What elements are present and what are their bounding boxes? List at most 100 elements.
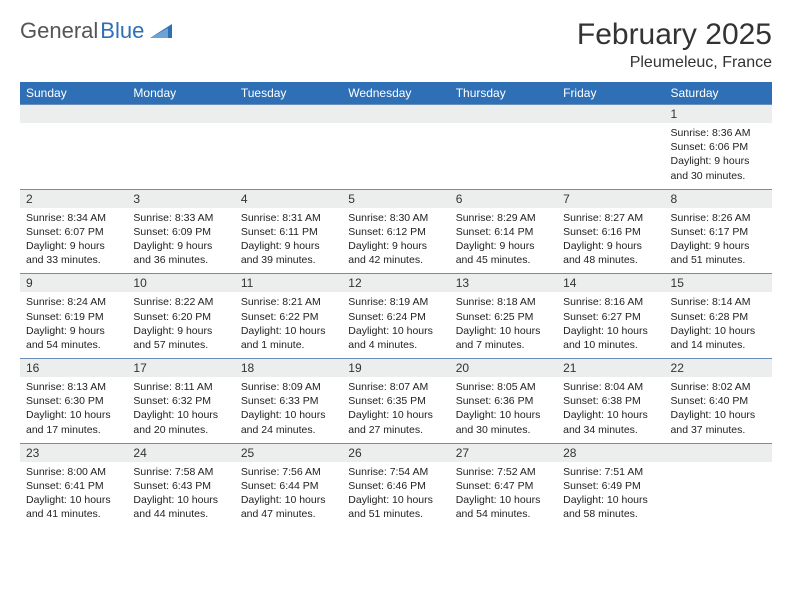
day-content-cell: Sunrise: 8:26 AMSunset: 6:17 PMDaylight:… xyxy=(665,208,772,274)
day-content-cell: Sunrise: 8:11 AMSunset: 6:32 PMDaylight:… xyxy=(127,377,234,443)
sunrise-text: Sunrise: 8:02 AM xyxy=(671,380,766,394)
day-content-cell xyxy=(127,123,234,189)
day-content-cell: Sunrise: 7:58 AMSunset: 6:43 PMDaylight:… xyxy=(127,462,234,528)
sunrise-text: Sunrise: 7:52 AM xyxy=(456,465,551,479)
day-number-cell: 18 xyxy=(235,359,342,378)
header: GeneralBlue February 2025 Pleumeleuc, Fr… xyxy=(20,18,772,72)
sunrise-text: Sunrise: 8:19 AM xyxy=(348,295,443,309)
day-number-cell xyxy=(127,105,234,124)
day-number-cell: 9 xyxy=(20,274,127,293)
day-number-cell: 20 xyxy=(450,359,557,378)
day-content-cell: Sunrise: 8:07 AMSunset: 6:35 PMDaylight:… xyxy=(342,377,449,443)
sunset-text: Sunset: 6:22 PM xyxy=(241,310,336,324)
daylight-text: Daylight: 9 hours and 30 minutes. xyxy=(671,154,766,182)
day-number-cell xyxy=(665,443,772,462)
sunset-text: Sunset: 6:38 PM xyxy=(563,394,658,408)
sunrise-text: Sunrise: 8:18 AM xyxy=(456,295,551,309)
daylight-text: Daylight: 10 hours and 17 minutes. xyxy=(26,408,121,436)
weekday-header: Sunday xyxy=(20,82,127,105)
daylight-text: Daylight: 9 hours and 39 minutes. xyxy=(241,239,336,267)
day-number-cell: 2 xyxy=(20,189,127,208)
sunset-text: Sunset: 6:30 PM xyxy=(26,394,121,408)
day-number-cell: 10 xyxy=(127,274,234,293)
daylight-text: Daylight: 9 hours and 51 minutes. xyxy=(671,239,766,267)
daylight-text: Daylight: 10 hours and 14 minutes. xyxy=(671,324,766,352)
sunrise-text: Sunrise: 7:56 AM xyxy=(241,465,336,479)
day-content-cell xyxy=(665,462,772,528)
sunset-text: Sunset: 6:47 PM xyxy=(456,479,551,493)
day-content-cell: Sunrise: 8:22 AMSunset: 6:20 PMDaylight:… xyxy=(127,292,234,358)
sunset-text: Sunset: 6:19 PM xyxy=(26,310,121,324)
day-content-cell: Sunrise: 8:09 AMSunset: 6:33 PMDaylight:… xyxy=(235,377,342,443)
day-number-cell: 13 xyxy=(450,274,557,293)
day-content-cell: Sunrise: 8:13 AMSunset: 6:30 PMDaylight:… xyxy=(20,377,127,443)
day-number-cell xyxy=(235,105,342,124)
sunset-text: Sunset: 6:06 PM xyxy=(671,140,766,154)
day-content-cell: Sunrise: 8:27 AMSunset: 6:16 PMDaylight:… xyxy=(557,208,664,274)
sunrise-text: Sunrise: 8:11 AM xyxy=(133,380,228,394)
logo: GeneralBlue xyxy=(20,18,174,44)
day-content-cell: Sunrise: 7:52 AMSunset: 6:47 PMDaylight:… xyxy=(450,462,557,528)
sunrise-text: Sunrise: 8:29 AM xyxy=(456,211,551,225)
sunset-text: Sunset: 6:36 PM xyxy=(456,394,551,408)
weekday-header: Friday xyxy=(557,82,664,105)
sunrise-text: Sunrise: 8:24 AM xyxy=(26,295,121,309)
weekday-header: Wednesday xyxy=(342,82,449,105)
day-number-cell: 8 xyxy=(665,189,772,208)
title-block: February 2025 Pleumeleuc, France xyxy=(577,18,772,72)
day-content-cell: Sunrise: 8:00 AMSunset: 6:41 PMDaylight:… xyxy=(20,462,127,528)
day-number-cell: 1 xyxy=(665,105,772,124)
day-content-cell: Sunrise: 8:05 AMSunset: 6:36 PMDaylight:… xyxy=(450,377,557,443)
day-number-cell: 22 xyxy=(665,359,772,378)
day-number-cell: 23 xyxy=(20,443,127,462)
day-content-cell: Sunrise: 8:19 AMSunset: 6:24 PMDaylight:… xyxy=(342,292,449,358)
logo-triangle-icon xyxy=(150,18,174,44)
sunset-text: Sunset: 6:28 PM xyxy=(671,310,766,324)
sunset-text: Sunset: 6:49 PM xyxy=(563,479,658,493)
day-content-cell: Sunrise: 8:21 AMSunset: 6:22 PMDaylight:… xyxy=(235,292,342,358)
sunrise-text: Sunrise: 8:27 AM xyxy=(563,211,658,225)
day-content-cell: Sunrise: 8:24 AMSunset: 6:19 PMDaylight:… xyxy=(20,292,127,358)
sunrise-text: Sunrise: 7:51 AM xyxy=(563,465,658,479)
daylight-text: Daylight: 9 hours and 48 minutes. xyxy=(563,239,658,267)
daylight-text: Daylight: 9 hours and 57 minutes. xyxy=(133,324,228,352)
day-content-cell: Sunrise: 7:51 AMSunset: 6:49 PMDaylight:… xyxy=(557,462,664,528)
calendar-table: SundayMondayTuesdayWednesdayThursdayFrid… xyxy=(20,82,772,528)
day-number-cell: 15 xyxy=(665,274,772,293)
day-content-cell: Sunrise: 8:16 AMSunset: 6:27 PMDaylight:… xyxy=(557,292,664,358)
daylight-text: Daylight: 9 hours and 45 minutes. xyxy=(456,239,551,267)
day-number-cell xyxy=(450,105,557,124)
day-content-cell xyxy=(20,123,127,189)
sunset-text: Sunset: 6:16 PM xyxy=(563,225,658,239)
day-content-cell: Sunrise: 8:34 AMSunset: 6:07 PMDaylight:… xyxy=(20,208,127,274)
day-content-cell: Sunrise: 8:29 AMSunset: 6:14 PMDaylight:… xyxy=(450,208,557,274)
daynum-row: 9101112131415 xyxy=(20,274,772,293)
daylight-text: Daylight: 10 hours and 41 minutes. xyxy=(26,493,121,521)
day-number-cell: 4 xyxy=(235,189,342,208)
day-content-cell: Sunrise: 8:36 AMSunset: 6:06 PMDaylight:… xyxy=(665,123,772,189)
day-content-row: Sunrise: 8:00 AMSunset: 6:41 PMDaylight:… xyxy=(20,462,772,528)
sunrise-text: Sunrise: 8:22 AM xyxy=(133,295,228,309)
daynum-row: 232425262728 xyxy=(20,443,772,462)
daylight-text: Daylight: 9 hours and 42 minutes. xyxy=(348,239,443,267)
daylight-text: Daylight: 10 hours and 54 minutes. xyxy=(456,493,551,521)
day-content-cell xyxy=(450,123,557,189)
weekday-header: Tuesday xyxy=(235,82,342,105)
day-content-cell xyxy=(235,123,342,189)
sunrise-text: Sunrise: 8:07 AM xyxy=(348,380,443,394)
sunrise-text: Sunrise: 7:58 AM xyxy=(133,465,228,479)
daylight-text: Daylight: 9 hours and 33 minutes. xyxy=(26,239,121,267)
daylight-text: Daylight: 10 hours and 10 minutes. xyxy=(563,324,658,352)
sunset-text: Sunset: 6:11 PM xyxy=(241,225,336,239)
day-content-cell: Sunrise: 8:31 AMSunset: 6:11 PMDaylight:… xyxy=(235,208,342,274)
day-content-cell: Sunrise: 7:54 AMSunset: 6:46 PMDaylight:… xyxy=(342,462,449,528)
month-title: February 2025 xyxy=(577,18,772,52)
sunset-text: Sunset: 6:33 PM xyxy=(241,394,336,408)
sunset-text: Sunset: 6:32 PM xyxy=(133,394,228,408)
daylight-text: Daylight: 10 hours and 1 minute. xyxy=(241,324,336,352)
weekday-header: Saturday xyxy=(665,82,772,105)
location: Pleumeleuc, France xyxy=(577,54,772,72)
day-content-cell: Sunrise: 8:33 AMSunset: 6:09 PMDaylight:… xyxy=(127,208,234,274)
daylight-text: Daylight: 10 hours and 30 minutes. xyxy=(456,408,551,436)
sunrise-text: Sunrise: 8:04 AM xyxy=(563,380,658,394)
